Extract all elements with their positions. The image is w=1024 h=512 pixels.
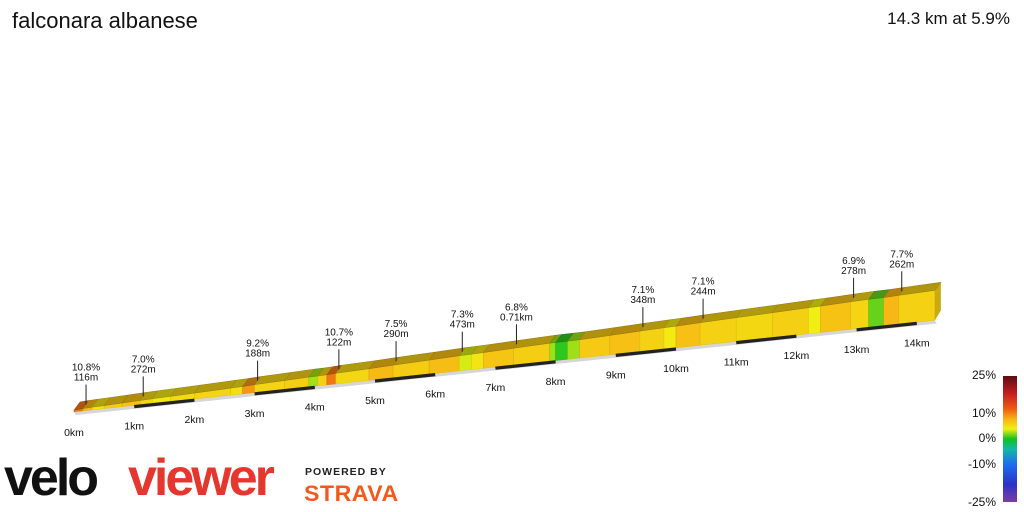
legend-label: 0%	[979, 431, 997, 445]
x-tick-label: 10km	[663, 363, 689, 375]
annotation-grade: 7.5%	[385, 319, 408, 330]
grade-color-legend: 25% 10% 0% -10% -25%	[968, 368, 1017, 509]
annotation-length: 116m	[74, 373, 98, 384]
profile-segment-side	[549, 342, 556, 362]
profile-segment-side	[868, 297, 884, 328]
x-tick-label: 3km	[245, 408, 265, 420]
legend-color-bar	[1003, 376, 1017, 502]
annotation-length: 278m	[841, 266, 866, 277]
annotation-length: 122m	[326, 337, 351, 348]
legend-label: 10%	[972, 406, 996, 420]
x-tick-label: 11km	[724, 357, 749, 369]
annotation-grade: 7.7%	[890, 249, 913, 260]
profile-end-face	[934, 282, 941, 321]
legend-label: -10%	[968, 457, 996, 471]
annotation-length: 188m	[245, 349, 270, 360]
km-scale-mark	[495, 360, 556, 370]
profile-segment-side	[663, 325, 677, 350]
logo-velo-text: velo	[4, 449, 99, 507]
profile-top-faces	[73, 281, 942, 411]
profile-segment-side	[308, 375, 319, 388]
profile-segment-side	[883, 294, 900, 327]
annotation-length: 272m	[131, 364, 156, 375]
profile-segment-side	[555, 340, 568, 362]
annotation-grade: 7.3%	[451, 310, 474, 321]
annotation-grade: 10.7%	[325, 327, 353, 338]
profile-segment-side	[820, 301, 851, 333]
x-tick-label: 5km	[365, 395, 385, 407]
profile-segment-side	[808, 305, 821, 335]
strava-logo[interactable]: STRAVA	[304, 481, 399, 506]
profile-segment-side	[326, 372, 337, 386]
km-scale-mark	[134, 398, 195, 409]
km-scale-mark	[615, 347, 677, 357]
annotation-grade: 7.0%	[132, 354, 155, 365]
profile-segment-side	[567, 339, 580, 360]
profile-segment-side	[639, 327, 665, 353]
annotation-grade: 6.8%	[505, 302, 528, 313]
annotation-grade: 9.2%	[246, 339, 269, 350]
x-tick-label: 6km	[425, 389, 445, 401]
x-tick-label: 13km	[844, 344, 870, 356]
km-scale-mark	[374, 373, 436, 383]
climb-summary: 14.3 km at 5.9%	[887, 9, 1010, 28]
logo-viewer-text: viewer	[128, 449, 275, 507]
powered-by-label: POWERED BY	[305, 466, 387, 478]
annotation-grade: 10.8%	[72, 363, 100, 374]
km-scale-mark	[856, 321, 917, 332]
x-tick-label: 0km	[64, 427, 84, 439]
distance-axis: 0km 1km 2km 3km 4km 5km 6km 7km 8km 9km 10km 11km 12…	[64, 321, 930, 439]
annotation-length: 348m	[630, 295, 655, 306]
x-tick-label: 7km	[485, 382, 505, 394]
climb-title: falconara albanese	[12, 8, 198, 33]
annotation-length: 290m	[384, 329, 409, 340]
profile-segment-side	[850, 298, 869, 330]
x-tick-label: 1km	[124, 421, 144, 433]
profile-segment-top	[898, 281, 942, 296]
profile-segment-side	[675, 322, 701, 349]
km-scale-mark	[254, 385, 315, 396]
x-tick-label: 4km	[305, 401, 325, 413]
legend-label: 25%	[972, 368, 996, 382]
annotation-grade: 7.1%	[631, 285, 654, 296]
annotation-length: 244m	[691, 287, 716, 298]
annotation-length: 0.71km	[500, 312, 533, 323]
profile-segment-side	[458, 353, 472, 372]
annotation-length: 473m	[450, 320, 475, 331]
profile-segment-side	[898, 289, 936, 325]
annotation-length: 262m	[889, 259, 914, 270]
x-tick-label: 2km	[184, 414, 204, 426]
x-tick-label: 8km	[546, 376, 566, 388]
profile-segment-side	[471, 352, 484, 371]
annotation-grade: 6.9%	[842, 256, 865, 267]
profile-segment-side	[317, 374, 328, 387]
grade-annotations: 10.8%116m 7.0%272m 9.2%188m 10.7%122m 7.5%29…	[72, 249, 914, 405]
x-tick-label: 9km	[606, 369, 626, 381]
km-scale-mark	[736, 334, 797, 345]
x-tick-label: 14km	[904, 337, 930, 349]
x-tick-label: 12km	[784, 350, 810, 362]
legend-label: -25%	[968, 495, 996, 509]
annotation-grade: 7.1%	[692, 277, 715, 288]
